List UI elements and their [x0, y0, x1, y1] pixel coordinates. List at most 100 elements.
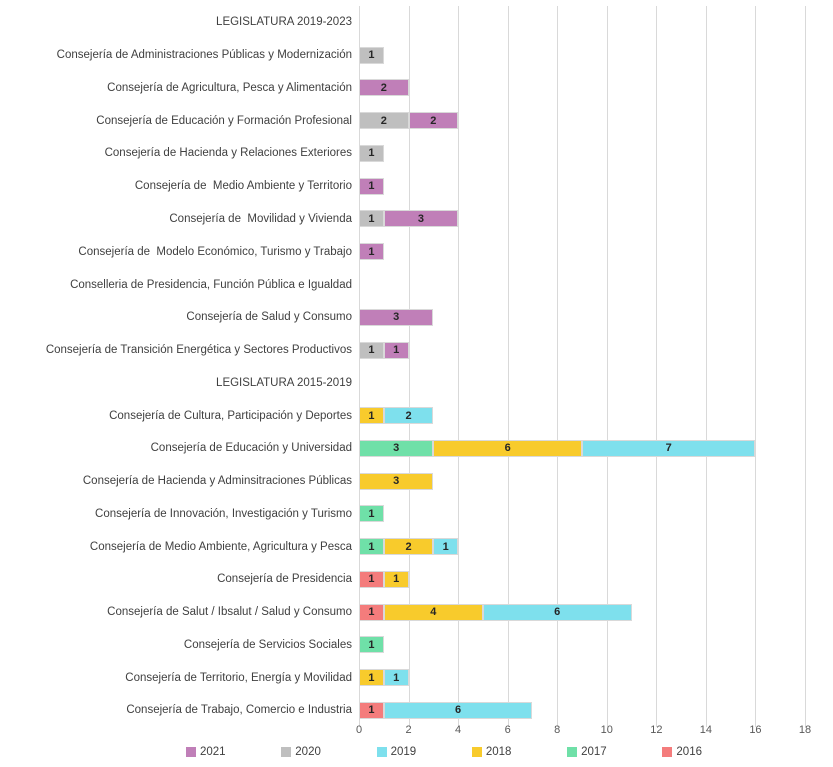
bar-segment-2018: 4 — [383, 603, 483, 621]
legend-swatch-icon — [186, 747, 196, 757]
table-row: Consejería de Innovación, Investigación … — [0, 497, 805, 530]
bar-segment-2019: 1 — [383, 669, 409, 687]
bar-segment-2017: 3 — [359, 439, 434, 457]
bar-track — [359, 374, 805, 391]
gridline-0 — [359, 6, 360, 727]
bar-segment-2017: 1 — [359, 505, 384, 523]
bar-track: 1 — [359, 144, 805, 162]
table-row: Consejería de Medio Ambiente, Agricultur… — [0, 530, 805, 563]
bar-segment-2018: 1 — [383, 570, 409, 588]
category-label: Consejería de Movilidad y Vivienda — [169, 212, 352, 225]
legend-swatch-icon — [281, 747, 292, 757]
table-row: Consejería de Educación y Universidad 3 6 7 — [0, 432, 805, 465]
plot-gridlines — [359, 6, 806, 727]
gridline-6 — [507, 6, 509, 727]
gridline-18 — [805, 6, 806, 727]
bar-segment-2020: 1 — [359, 144, 384, 162]
bar-segment-2016: 1 — [359, 570, 384, 588]
table-row: Consejería de Territorio, Energía y Movi… — [0, 661, 805, 694]
legend-item-2019: 2019 — [376, 746, 416, 758]
table-row: Consejería de Presidencia 1 1 — [0, 563, 805, 596]
x-tick-label: 6 — [504, 724, 511, 736]
bar-segment-2017: 1 — [359, 538, 384, 556]
category-label: Consejería de Cultura, Participación y D… — [109, 409, 352, 422]
bar-segment-2019: 1 — [433, 538, 459, 556]
bar-segment-2021: 1 — [359, 243, 384, 261]
legend-swatch-icon — [376, 747, 387, 757]
bar-segment-2019: 2 — [383, 407, 434, 425]
bar-segment-2018: 6 — [433, 439, 582, 457]
legend-swatch-icon — [662, 747, 673, 757]
bar-segment-2016: 1 — [359, 701, 384, 719]
x-axis: 0 2 4 6 8 10 12 14 16 18 — [355, 724, 811, 739]
table-row: Consejería de Salud y Consumo 3 — [0, 301, 805, 334]
legend-item-2021: 2021 — [186, 746, 226, 758]
category-label: Consejería de Servicios Sociales — [183, 638, 352, 651]
bar-segment-2018: 2 — [383, 538, 434, 556]
category-label: Consejería de Territorio, Energía y Movi… — [125, 671, 352, 684]
category-label: Consejería de Innovación, Investigación … — [95, 507, 352, 520]
legend-label: 2018 — [485, 746, 512, 758]
category-label: Consejería de Salut / Ibsalut / Salud y … — [107, 606, 352, 619]
category-label: Consejería de Hacienda y Adminsitracione… — [82, 475, 352, 488]
table-row: Consejería de Salut / Ibsalut / Salud y … — [0, 596, 805, 629]
bar-segment-2019: 6 — [482, 603, 632, 621]
bar-track — [359, 276, 805, 293]
x-tick-label: 8 — [554, 724, 561, 736]
legend-item-2020: 2020 — [281, 746, 321, 758]
legend-label: 2020 — [295, 746, 321, 758]
legend-item-2017: 2017 — [567, 746, 607, 758]
x-tick-label: 0 — [355, 724, 363, 736]
bar-track: 2 — [359, 79, 805, 97]
category-label: Consejería de Medio Ambiente y Territori… — [134, 180, 352, 193]
bar-segment-2021: 1 — [359, 177, 384, 195]
category-label: Consejería de Educación y Formación Prof… — [96, 114, 352, 127]
gridline-14 — [705, 6, 707, 727]
table-row: Consejería de Transición Energética y Se… — [0, 334, 805, 367]
table-row: Consejería de Hacienda y Adminsitracione… — [0, 465, 805, 498]
table-row: Consejería de Modelo Económico, Turismo … — [0, 235, 805, 268]
legend-item-2018: 2018 — [471, 746, 512, 758]
category-label: Consejería de Presidencia — [217, 573, 352, 586]
chart-legend: 2021 2020 2019 2018 2017 2016 — [186, 746, 702, 758]
table-row: Consejería de Servicios Sociales 1 — [0, 629, 805, 662]
legend-swatch-icon — [567, 747, 578, 757]
category-label: Consejería de Transición Energética y Se… — [45, 344, 352, 357]
table-row: Consejería de Educación y Formación Prof… — [0, 104, 805, 137]
group-header-label: LEGISLATURA 2019-2023 — [216, 16, 352, 29]
table-row: Consejería de Administraciones Públicas … — [0, 39, 805, 72]
bar-segment-2018: 3 — [359, 472, 434, 490]
table-row: Consejería de Agricultura, Pesca y Alime… — [0, 72, 805, 105]
table-row: Consejería de Hacienda y Relaciones Exte… — [0, 137, 805, 170]
x-tick-label: 14 — [699, 724, 712, 736]
x-tick-label: 18 — [798, 724, 812, 736]
table-row: Consejería de Movilidad y Vivienda 1 3 — [0, 203, 805, 236]
bar-segment-2021: 1 — [383, 341, 409, 359]
bar-track: 3 — [359, 472, 805, 490]
bar-segment-2018: 1 — [359, 407, 384, 425]
bar-track: 1 — [359, 243, 805, 261]
legend-label: 2021 — [200, 746, 226, 758]
bar-segment-2017: 1 — [359, 636, 384, 654]
bar-segment-2019: 6 — [383, 701, 533, 719]
bar-track: 1 — [359, 636, 805, 654]
bar-segment-2021: 2 — [408, 112, 459, 130]
bar-segment-2021: 3 — [383, 210, 459, 228]
bar-track: 1 — [359, 46, 805, 64]
bar-track: 1 — [359, 505, 805, 523]
gridline-2 — [408, 6, 410, 727]
bar-track: 3 — [359, 308, 805, 326]
bar-segment-2016: 1 — [359, 603, 384, 621]
group-header-label: LEGISLATURA 2015-2019 — [216, 376, 352, 389]
x-tick-label: 10 — [600, 724, 613, 736]
gridline-10 — [606, 6, 608, 727]
